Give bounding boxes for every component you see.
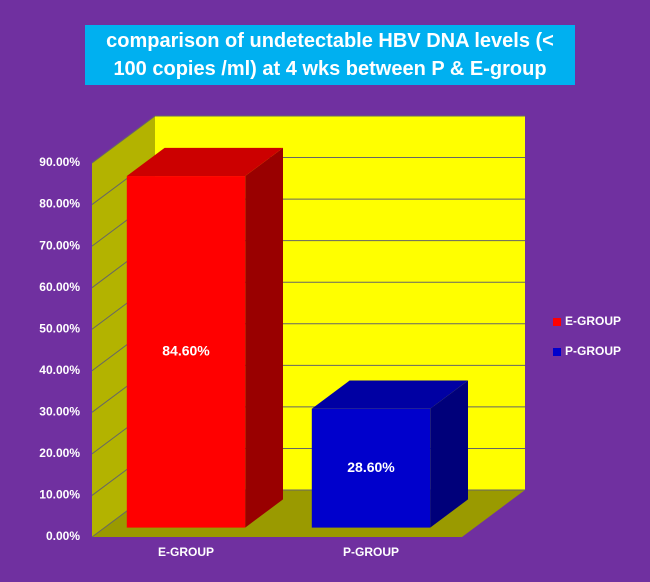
y-tick-label: 90.00%	[39, 155, 80, 169]
grid-line	[91, 115, 525, 164]
bar-side	[430, 380, 468, 528]
y-tick-label: 60.00%	[39, 280, 80, 294]
bar-top	[126, 147, 283, 177]
legend-swatch	[553, 318, 561, 326]
legend-label: E-GROUP	[565, 314, 621, 328]
bar	[311, 408, 431, 528]
legend-label: P-GROUP	[565, 344, 621, 358]
bar-side	[245, 147, 283, 528]
y-tick-label: 80.00%	[39, 197, 80, 211]
y-tick-label: 20.00%	[39, 446, 80, 460]
y-tick-label: 70.00%	[39, 238, 80, 252]
y-tick-label: 10.00%	[39, 488, 80, 502]
x-tick-label: P-GROUP	[343, 545, 399, 559]
y-tick-label: 30.00%	[39, 405, 80, 419]
value-label: 84.60%	[162, 343, 210, 359]
legend-swatch	[553, 348, 561, 356]
y-tick-label: 0.00%	[46, 529, 80, 543]
x-tick-label: E-GROUP	[158, 545, 214, 559]
bar-top	[311, 380, 468, 409]
y-tick-label: 50.00%	[39, 321, 80, 335]
bar	[126, 176, 246, 528]
y-tick-label: 40.00%	[39, 363, 80, 377]
value-label: 28.60%	[347, 459, 395, 475]
chart-title: comparison of undetectable HBV DNA level…	[85, 25, 575, 85]
